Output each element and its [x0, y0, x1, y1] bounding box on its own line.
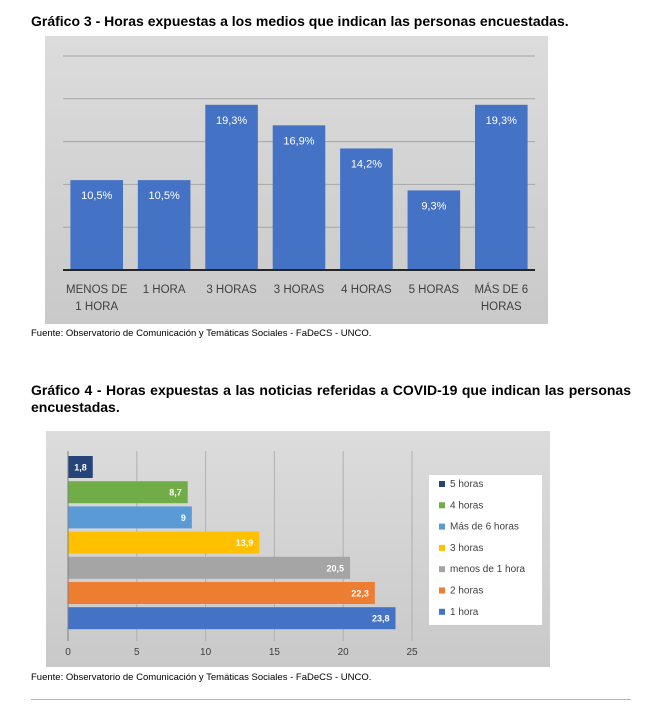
category-label: MÁS DE 6 [474, 283, 528, 296]
data-label: 1,8 [74, 463, 87, 473]
data-label: 10,5% [149, 190, 180, 202]
legend-swatch [439, 502, 445, 509]
bar [68, 456, 93, 478]
category-label: 3 HORAS [206, 284, 257, 296]
bar [70, 180, 124, 270]
data-label: 23,8 [372, 614, 390, 624]
data-label: 16,9% [283, 135, 314, 147]
category-label: HORAS [481, 301, 522, 313]
data-label: 9,3% [421, 200, 446, 212]
data-label: 19,3% [486, 115, 517, 127]
figure-4-source: Fuente: Observatorio de Comunicación y T… [31, 672, 372, 683]
legend-box [429, 475, 542, 625]
legend-swatch [439, 587, 445, 594]
footer-divider [31, 699, 631, 700]
bar [272, 125, 326, 270]
bar [205, 104, 258, 271]
bar [68, 481, 188, 504]
bar [68, 531, 260, 554]
figure-4-title: Gráfico 4 - Horas expuestas a las notici… [31, 382, 631, 415]
legend-label: 4 horas [450, 500, 483, 511]
media-hours-bar-chart: 10,5% MENOS DE 1 HORA 10,5% 1 HORA 19,3% 3 HOR… [63, 55, 535, 313]
category-label: 1 HORA [143, 284, 186, 296]
legend-swatch [439, 523, 445, 530]
bar [68, 607, 396, 630]
covid-news-hours-chart: 0 5 10 15 20 25 1,8 8,7 9 13,9 20,5 22,3 23,8 5 horas… [46, 431, 550, 667]
x-tick-label: 10 [200, 647, 212, 658]
bar [68, 556, 351, 579]
legend-label: 1 hora [450, 607, 479, 618]
legend-label: menos de 1 hora [450, 564, 525, 575]
legend-swatch [439, 566, 445, 573]
category-label: 3 HORAS [274, 284, 325, 296]
category-label: 5 HORAS [409, 284, 460, 296]
figure-3-source: Fuente: Observatorio de Comunicación y T… [31, 328, 372, 339]
data-label: 8,7 [169, 488, 182, 498]
legend-swatch [439, 544, 445, 551]
category-label: 1 HORA [75, 301, 118, 313]
legend-swatch [439, 481, 445, 487]
x-tick-label: 0 [65, 647, 71, 658]
category-label: MENOS DE [66, 284, 128, 296]
legend-label: Más de 6 horas [450, 522, 519, 533]
bar [474, 104, 528, 271]
data-label: 19,3% [216, 115, 247, 127]
data-label: 14,2% [351, 158, 382, 170]
media-hours-chart: 10,5% MENOS DE 1 HORA 10,5% 1 HORA 19,3% 3 HOR… [45, 36, 548, 324]
x-tick-label: 25 [406, 647, 418, 658]
data-label: 20,5 [327, 563, 345, 573]
bar [137, 180, 191, 270]
legend-label: 3 horas [450, 543, 483, 554]
data-label: 9 [181, 513, 186, 523]
bar [407, 190, 461, 270]
x-tick-label: 15 [269, 647, 281, 658]
legend-label: 2 horas [450, 586, 483, 597]
bar [68, 506, 192, 529]
data-label: 13,9 [236, 538, 254, 548]
legend-label: 5 horas [450, 479, 483, 490]
legend-swatch [439, 608, 445, 615]
figure-3-title: Gráfico 3 - Horas expuestas a los medios… [31, 13, 569, 29]
category-label: 4 HORAS [341, 284, 392, 296]
bar [340, 148, 393, 270]
x-tick-label: 20 [338, 647, 350, 658]
data-label: 10,5% [81, 190, 112, 202]
covid-news-hours-bar-chart: 0 5 10 15 20 25 1,8 8,7 9 13,9 20,5 22,3 23,8 5 horas… [65, 451, 542, 658]
bar [68, 582, 375, 604]
x-tick-label: 5 [134, 647, 140, 658]
data-label: 22,3 [351, 589, 369, 599]
